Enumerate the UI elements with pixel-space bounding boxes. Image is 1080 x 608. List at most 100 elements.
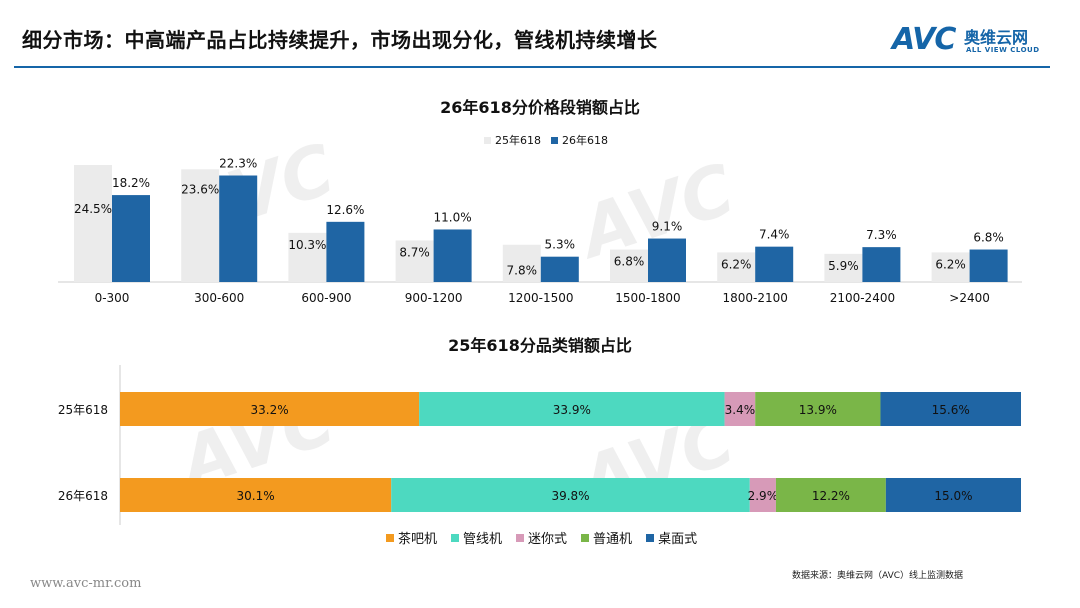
- legend-label-25: 25年618: [495, 134, 541, 147]
- avc-logo: AVC 奥维云网 ALL VIEW CLOUD: [892, 22, 1062, 62]
- x-tick-label-3: 900-1200: [405, 291, 463, 305]
- bar-26-5: [648, 238, 686, 282]
- data-label-26-8: 6.8%: [973, 231, 1004, 245]
- legend-item-3: 普通机: [581, 528, 632, 547]
- bar-26-4: [540, 256, 579, 282]
- x-tick-label-0: 0-300: [95, 291, 130, 305]
- y-tick-label-0: 25年618: [58, 403, 108, 417]
- bar-25-8: [931, 252, 970, 282]
- stack-label-1-3: 12.2%: [812, 489, 850, 503]
- category-chart-title: 25年618分品类销额占比: [448, 336, 632, 355]
- footer-url: www.avc-mr.com: [30, 576, 142, 591]
- stack-label-1-2: 2.9%: [748, 489, 779, 503]
- logo-cn-text: 奥维云网: [964, 28, 1029, 47]
- category-chart-legend: 茶吧机 管线机 迷你式 普通机 桌面式: [386, 528, 697, 547]
- data-label-26-0: 18.2%: [112, 176, 150, 190]
- bar-25-2: [288, 232, 327, 282]
- bar-25-0: [74, 165, 112, 282]
- logo-avc-text: AVC: [892, 22, 956, 57]
- stack-seg-0-0: [120, 392, 420, 426]
- bar-25-6: [717, 252, 756, 282]
- stack-label-0-1: 33.9%: [553, 403, 591, 417]
- stack-label-0-4: 15.6%: [932, 403, 970, 417]
- x-tick-label-7: 2100-2400: [830, 291, 895, 305]
- data-label-26-2: 12.6%: [326, 203, 364, 217]
- legend-swatch-26: [551, 136, 558, 144]
- legend-label-26: 26年618: [562, 134, 608, 147]
- data-label-25-2: 10.3%: [288, 238, 326, 252]
- legend-item-26: 26年618: [551, 132, 608, 148]
- data-label-25-1: 23.6%: [181, 183, 219, 197]
- data-label-26-3: 11.0%: [434, 210, 472, 224]
- data-label-25-7: 5.9%: [828, 259, 859, 273]
- stack-seg-1-0: [120, 478, 392, 512]
- legend-label-4: 桌面式: [658, 532, 698, 547]
- stack-seg-0-1: [419, 392, 725, 426]
- legend-swatch-4: [646, 533, 655, 542]
- legend-swatch-25: [484, 136, 491, 144]
- stack-label-1-4: 15.0%: [934, 489, 972, 503]
- legend-label-1: 管线机: [463, 532, 503, 547]
- stack-label-0-3: 13.9%: [799, 403, 837, 417]
- page-title: 细分市场：中高端产品占比持续提升，市场出现分化，管线机持续增长: [22, 28, 658, 52]
- data-label-26-4: 5.3%: [545, 238, 576, 252]
- bar-26-7: [862, 247, 901, 282]
- bar-26-6: [755, 246, 794, 282]
- legend-swatch-0: [386, 533, 394, 542]
- x-tick-label-2: 600-900: [301, 291, 351, 305]
- bar-26-2: [326, 221, 365, 282]
- logo-en-text: ALL VIEW CLOUD: [966, 46, 1040, 54]
- legend-label-0: 茶吧机: [398, 532, 438, 547]
- stack-label-1-0: 30.1%: [237, 489, 275, 503]
- bar-25-4: [502, 244, 541, 282]
- x-tick-label-6: 1800-2100: [722, 291, 787, 305]
- stack-seg-0-2: [724, 392, 756, 426]
- data-label-26-5: 9.1%: [652, 220, 683, 234]
- bar-26-3: [433, 229, 472, 282]
- bar-25-3: [395, 240, 434, 282]
- data-source-note: 数据来源：奥维云网（AVC）线上监测数据: [792, 571, 964, 581]
- legend-item-2: 迷你式: [516, 528, 567, 547]
- x-tick-label-1: 300-600: [194, 291, 244, 305]
- stack-seg-0-4: [880, 392, 1021, 426]
- data-label-25-8: 6.2%: [935, 257, 966, 271]
- x-tick-label-8: >2400: [949, 291, 990, 305]
- bar-26-1: [219, 175, 258, 282]
- bar-25-1: [181, 169, 220, 282]
- stack-label-0-2: 3.4%: [725, 403, 756, 417]
- price-chart-legend: 25年618 26年618: [484, 132, 608, 148]
- stack-seg-1-1: [391, 478, 750, 512]
- data-label-26-1: 22.3%: [219, 157, 257, 171]
- stack-seg-1-2: [749, 478, 776, 512]
- price-chart-title: 26年618分价格段销额占比: [440, 98, 640, 117]
- bar-26-8: [969, 249, 1008, 282]
- x-tick-label-5: 1500-1800: [615, 291, 680, 305]
- data-label-25-0: 24.5%: [74, 202, 112, 216]
- data-label-26-6: 7.4%: [759, 228, 790, 242]
- stack-label-1-1: 39.8%: [551, 489, 589, 503]
- stack-label-0-0: 33.2%: [251, 403, 289, 417]
- x-tick-label-4: 1200-1500: [508, 291, 573, 305]
- legend-item-1: 管线机: [451, 528, 502, 547]
- bar-25-5: [610, 249, 648, 282]
- stack-seg-1-3: [775, 478, 886, 512]
- legend-swatch-2: [516, 533, 525, 542]
- header-divider: [14, 66, 1050, 68]
- legend-item-0: 茶吧机: [386, 528, 437, 547]
- data-label-26-7: 7.3%: [866, 228, 897, 242]
- bar-26-0: [112, 195, 150, 282]
- stack-seg-0-3: [755, 392, 881, 426]
- legend-label-2: 迷你式: [528, 532, 568, 547]
- legend-item-25: 25年618: [484, 132, 541, 148]
- data-label-25-6: 6.2%: [721, 257, 752, 271]
- bar-25-7: [824, 253, 863, 282]
- data-label-25-3: 8.7%: [399, 245, 430, 259]
- stack-seg-1-4: [885, 478, 1021, 512]
- legend-swatch-1: [451, 533, 460, 542]
- legend-label-3: 普通机: [593, 532, 633, 547]
- legend-swatch-3: [581, 533, 590, 542]
- y-tick-label-1: 26年618: [58, 489, 108, 503]
- data-label-25-5: 6.8%: [614, 255, 645, 269]
- legend-item-4: 桌面式: [646, 528, 697, 547]
